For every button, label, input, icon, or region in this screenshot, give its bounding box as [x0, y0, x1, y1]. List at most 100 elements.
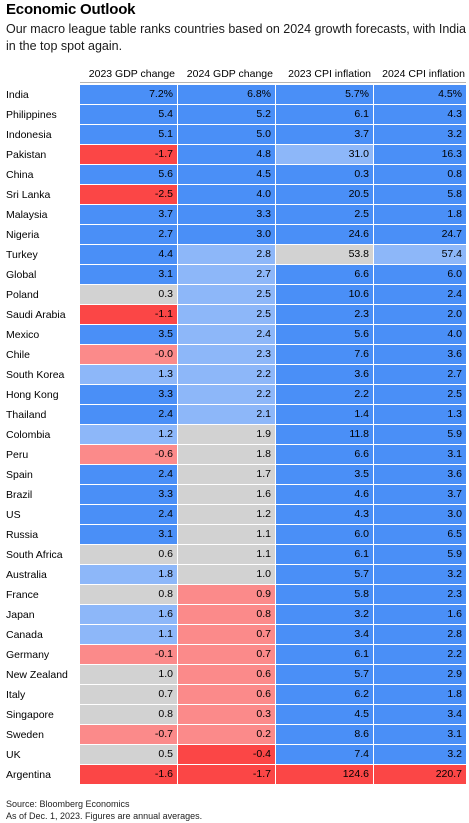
- country-label: France: [6, 589, 39, 601]
- header-2023-gdp: 2023 GDP change: [88, 68, 175, 80]
- date-note: As of Dec. 1, 2023. Figures are annual a…: [6, 811, 203, 821]
- value-cell: 24.6: [276, 225, 373, 244]
- value-cell: 7.4: [276, 745, 373, 764]
- value-cell: 2.5: [178, 285, 275, 304]
- value-cell: -0.6: [80, 445, 177, 464]
- value-cell: 5.2: [178, 105, 275, 124]
- value-cell: 2.4: [374, 285, 466, 304]
- value-cell: 5.8: [374, 185, 466, 204]
- value-cell: 4.3: [374, 105, 466, 124]
- table-row: Colombia 1.2 1.9 11.8 5.9: [0, 425, 469, 445]
- value-cell: 3.1: [80, 525, 177, 544]
- value-cell: 0.5: [80, 745, 177, 764]
- country-label: Italy: [6, 689, 26, 701]
- country-label: Pakistan: [6, 149, 47, 161]
- table-row: Australia 1.8 1.0 5.7 3.2: [0, 565, 469, 585]
- table-row: Malaysia 3.7 3.3 2.5 1.8: [0, 205, 469, 225]
- value-cell: 6.2: [276, 685, 373, 704]
- country-label: Global: [6, 269, 37, 281]
- value-cell: 5.6: [276, 325, 373, 344]
- country-label: Argentina: [6, 769, 51, 781]
- country-label: China: [6, 169, 34, 181]
- value-cell: 4.5%: [374, 85, 466, 104]
- value-cell: 1.2: [178, 505, 275, 524]
- value-cell: 1.9: [178, 425, 275, 444]
- value-cell: 2.7: [80, 225, 177, 244]
- value-cell: 4.6: [276, 485, 373, 504]
- header-2024-gdp: 2024 GDP change: [186, 68, 273, 80]
- value-cell: 3.6: [374, 465, 466, 484]
- country-label: Chile: [6, 349, 30, 361]
- value-cell: 0.3: [276, 165, 373, 184]
- chart-subtitle: Our macro league table ranks countries b…: [6, 22, 466, 53]
- value-cell: 0.8: [374, 165, 466, 184]
- value-cell: 4.5: [178, 165, 275, 184]
- value-cell: 6.1: [276, 645, 373, 664]
- value-cell: 2.9: [374, 665, 466, 684]
- value-cell: 3.1: [374, 725, 466, 744]
- value-cell: 6.5: [374, 525, 466, 544]
- value-cell: 5.6: [80, 165, 177, 184]
- table-row: China 5.6 4.5 0.3 0.8: [0, 165, 469, 185]
- country-label: Russia: [6, 529, 39, 541]
- value-cell: 2.2: [374, 645, 466, 664]
- value-cell: 24.7: [374, 225, 466, 244]
- value-cell: 4.3: [276, 505, 373, 524]
- country-label: Spain: [6, 469, 33, 481]
- table-row: Italy 0.7 0.6 6.2 1.8: [0, 685, 469, 705]
- value-cell: 1.8: [178, 445, 275, 464]
- value-cell: 3.0: [374, 505, 466, 524]
- table-row: Poland 0.3 2.5 10.6 2.4: [0, 285, 469, 305]
- table-row: Nigeria 2.7 3.0 24.6 24.7: [0, 225, 469, 245]
- value-cell: 0.3: [80, 285, 177, 304]
- value-cell: 5.0: [178, 125, 275, 144]
- value-cell: 2.2: [178, 365, 275, 384]
- table-row: Brazil 3.3 1.6 4.6 3.7: [0, 485, 469, 505]
- value-cell: 11.8: [276, 425, 373, 444]
- value-cell: 0.9: [178, 585, 275, 604]
- chart-title: Economic Outlook: [6, 1, 136, 18]
- country-label: New Zealand: [6, 669, 68, 681]
- column-headers: 2023 GDP change 2024 GDP change 2023 CPI…: [0, 68, 469, 82]
- table-row: Saudi Arabia -1.1 2.5 2.3 2.0: [0, 305, 469, 325]
- value-cell: 1.6: [80, 605, 177, 624]
- value-cell: 6.8%: [178, 85, 275, 104]
- value-cell: 124.6: [276, 765, 373, 784]
- table-row: Philippines 5.4 5.2 6.1 4.3: [0, 105, 469, 125]
- value-cell: -0.7: [80, 725, 177, 744]
- value-cell: 2.4: [80, 505, 177, 524]
- value-cell: 2.8: [374, 625, 466, 644]
- value-cell: 3.3: [178, 205, 275, 224]
- header-rule: [80, 82, 466, 83]
- table-row: Japan 1.6 0.8 3.2 1.6: [0, 605, 469, 625]
- value-cell: 1.8: [80, 565, 177, 584]
- value-cell: 3.6: [276, 365, 373, 384]
- value-cell: 3.5: [276, 465, 373, 484]
- value-cell: 0.2: [178, 725, 275, 744]
- value-cell: 10.6: [276, 285, 373, 304]
- value-cell: 2.4: [80, 405, 177, 424]
- value-cell: -0.0: [80, 345, 177, 364]
- table-row: Global 3.1 2.7 6.6 6.0: [0, 265, 469, 285]
- value-cell: 5.1: [80, 125, 177, 144]
- country-label: Philippines: [6, 109, 57, 121]
- value-cell: -1.7: [178, 765, 275, 784]
- value-cell: 2.2: [276, 385, 373, 404]
- value-cell: 20.5: [276, 185, 373, 204]
- value-cell: 0.7: [178, 625, 275, 644]
- value-cell: 1.8: [374, 685, 466, 704]
- table-row: South Korea 1.3 2.2 3.6 2.7: [0, 365, 469, 385]
- table-row: Argentina -1.6 -1.7 124.6 220.7: [0, 765, 469, 785]
- value-cell: 2.2: [178, 385, 275, 404]
- value-cell: 3.3: [80, 485, 177, 504]
- table-row: Sweden -0.7 0.2 8.6 3.1: [0, 725, 469, 745]
- value-cell: 6.1: [276, 545, 373, 564]
- value-cell: 0.8: [80, 705, 177, 724]
- value-cell: 3.7: [80, 205, 177, 224]
- value-cell: 220.7: [374, 765, 466, 784]
- table-row: Mexico 3.5 2.4 5.6 4.0: [0, 325, 469, 345]
- table-row: Chile -0.0 2.3 7.6 3.6: [0, 345, 469, 365]
- source-note: Source: Bloomberg Economics: [6, 799, 130, 809]
- country-label: Turkey: [6, 249, 38, 261]
- table-row: New Zealand 1.0 0.6 5.7 2.9: [0, 665, 469, 685]
